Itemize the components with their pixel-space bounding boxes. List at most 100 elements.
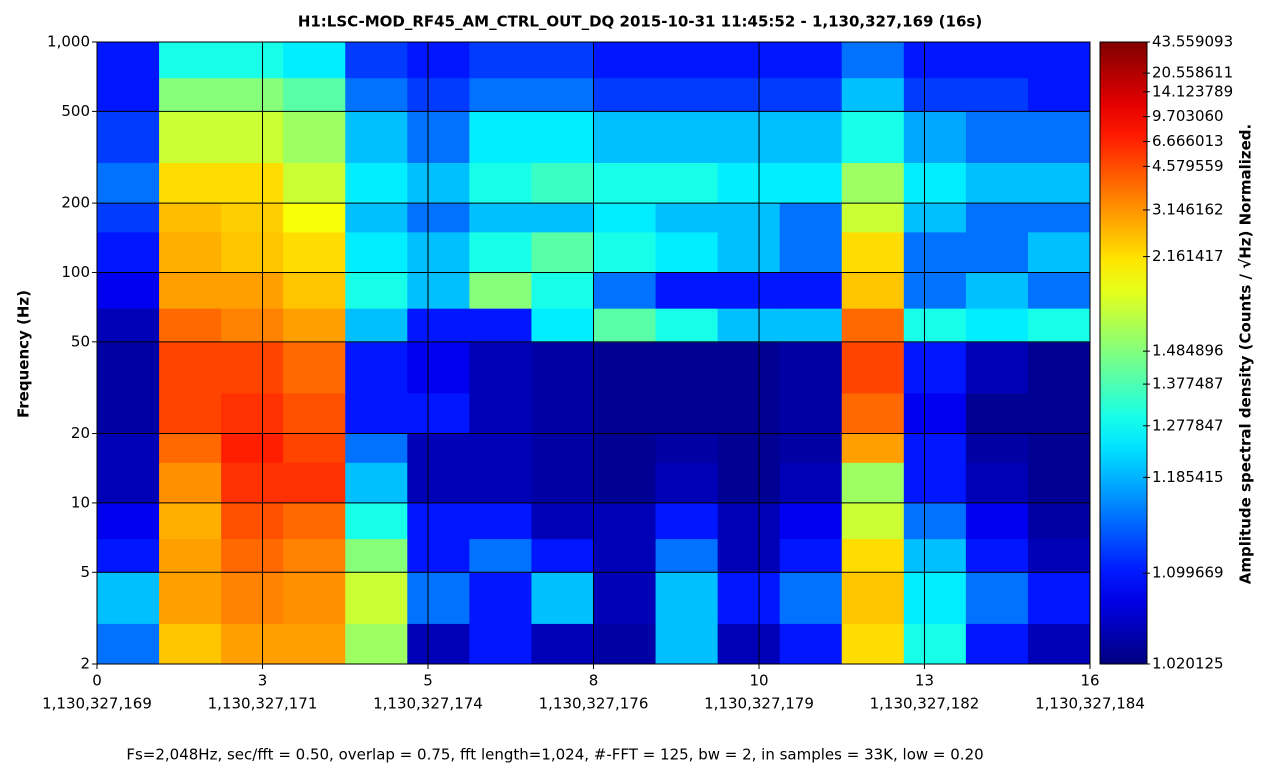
heatmap-cell xyxy=(965,111,1029,164)
heatmap-cell xyxy=(469,341,532,394)
heatmap-cell xyxy=(903,162,967,204)
heatmap-cell xyxy=(717,203,781,233)
heatmap-cell xyxy=(469,111,532,164)
x-tick-label-gps: 1,130,327,174 xyxy=(373,695,483,713)
heatmap-cell xyxy=(159,308,222,343)
heatmap-cell xyxy=(97,111,160,164)
heatmap-cell xyxy=(841,42,905,79)
heatmap-cell xyxy=(593,203,657,233)
heatmap-cell xyxy=(221,572,284,624)
heatmap-cell xyxy=(221,77,284,112)
heatmap-cell xyxy=(407,623,470,665)
heatmap-cell xyxy=(407,502,470,540)
heatmap-cell xyxy=(717,77,781,112)
heatmap-cell xyxy=(531,502,594,540)
heatmap-cell xyxy=(531,433,594,463)
heatmap-cell xyxy=(717,623,781,665)
heatmap-cell xyxy=(531,572,594,624)
heatmap-cell xyxy=(779,77,843,112)
heatmap-cell xyxy=(717,111,781,164)
heatmap-cell xyxy=(903,538,967,573)
heatmap-cell xyxy=(903,433,967,463)
heatmap-cell xyxy=(283,77,346,112)
heatmap-cell xyxy=(283,502,346,540)
heatmap-cell xyxy=(841,203,905,233)
heatmap-cell xyxy=(97,623,160,665)
heatmap-cell xyxy=(345,42,408,79)
heatmap-cell xyxy=(841,462,905,504)
heatmap-cell xyxy=(97,341,160,394)
colorbar-tick-label: 3.146162 xyxy=(1152,200,1224,218)
heatmap-cell xyxy=(531,623,594,665)
heatmap-cell xyxy=(717,502,781,540)
heatmap-cell xyxy=(283,272,346,309)
heatmap-cell xyxy=(655,433,719,463)
heatmap-cell xyxy=(903,203,967,233)
plot-frame xyxy=(96,41,1091,665)
heatmap-cell xyxy=(841,162,905,204)
x-tick-label-gps: 1,130,327,179 xyxy=(704,695,814,713)
heatmap-cell xyxy=(159,538,222,573)
heatmap-cell xyxy=(531,111,594,164)
heatmap-cell xyxy=(1027,272,1091,309)
heatmap-cell xyxy=(407,231,470,273)
heatmap-cell xyxy=(221,231,284,273)
heatmap-cell xyxy=(531,162,594,204)
y-axis-label: Frequency (Hz) xyxy=(15,290,33,418)
heatmap-cell xyxy=(159,341,222,394)
colorbar-tick-label: 20.558611 xyxy=(1152,64,1233,82)
heatmap-cell xyxy=(407,308,470,343)
heatmap-cell xyxy=(593,433,657,463)
heatmap-cell xyxy=(593,538,657,573)
heatmap-cell xyxy=(221,392,284,435)
footer-note: Fs=2,048Hz, sec/fft = 0.50, overlap = 0.… xyxy=(126,746,983,764)
heatmap-cell xyxy=(283,203,346,233)
heatmap-cell xyxy=(655,538,719,573)
heatmap-cell xyxy=(903,502,967,540)
heatmap-cell xyxy=(469,162,532,204)
heatmap-cell xyxy=(469,392,532,435)
x-tick-label: 3 xyxy=(258,672,268,690)
heatmap-cell xyxy=(1027,623,1091,665)
heatmap-cell xyxy=(717,162,781,204)
heatmap-cell xyxy=(593,623,657,665)
heatmap-cell xyxy=(593,462,657,504)
heatmap-cell xyxy=(97,462,160,504)
heatmap-cell xyxy=(221,272,284,309)
heatmap-cell xyxy=(159,272,222,309)
heatmap-cell xyxy=(221,433,284,463)
heatmap-cell xyxy=(903,623,967,665)
heatmap-cell xyxy=(159,392,222,435)
x-tick-label-gps: 1,130,327,171 xyxy=(208,695,318,713)
heatmap-cell xyxy=(159,623,222,665)
heatmap-cell xyxy=(779,538,843,573)
heatmap-cell xyxy=(97,538,160,573)
heatmap-cell xyxy=(903,272,967,309)
heatmap-cell xyxy=(965,433,1029,463)
heatmap-cell xyxy=(283,162,346,204)
heatmap-cell xyxy=(655,341,719,394)
heatmap-cell xyxy=(345,231,408,273)
y-tick-label: 5 xyxy=(80,563,90,581)
heatmap-cell xyxy=(283,623,346,665)
heatmap-cell xyxy=(965,272,1029,309)
heatmap-cell xyxy=(407,111,470,164)
heatmap-cell xyxy=(221,308,284,343)
heatmap-cell xyxy=(283,308,346,343)
heatmap-cell xyxy=(407,433,470,463)
heatmap-cell xyxy=(779,308,843,343)
heatmap-cell xyxy=(717,462,781,504)
heatmap-cell xyxy=(779,433,843,463)
colorbar-tick-label: 1.020125 xyxy=(1152,655,1224,673)
heatmap-cell xyxy=(841,572,905,624)
y-tick-label: 50 xyxy=(71,332,90,350)
heatmap-cell xyxy=(407,392,470,435)
heatmap-cell xyxy=(965,538,1029,573)
heatmap-cell xyxy=(717,341,781,394)
heatmap-cell xyxy=(407,77,470,112)
colorbar-tick-label: 43.559093 xyxy=(1152,33,1233,51)
heatmap-cell xyxy=(593,341,657,394)
heatmap-cell xyxy=(903,308,967,343)
heatmap-cell xyxy=(283,231,346,273)
heatmap-cell xyxy=(841,111,905,164)
